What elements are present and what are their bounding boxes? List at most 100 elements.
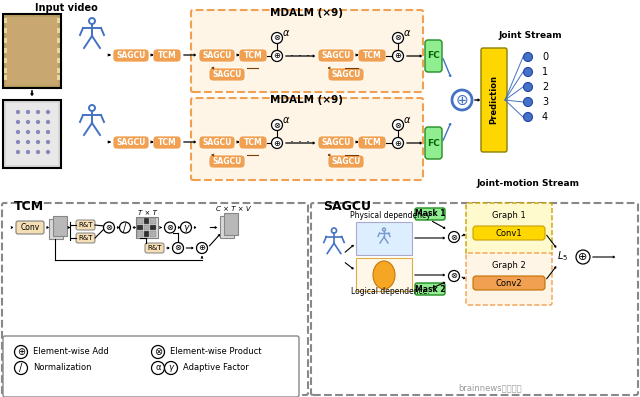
Text: ⊕: ⊕: [273, 139, 280, 148]
Circle shape: [47, 121, 49, 123]
Circle shape: [17, 121, 19, 123]
FancyBboxPatch shape: [209, 68, 245, 81]
Bar: [4, 28, 7, 33]
FancyBboxPatch shape: [199, 49, 235, 62]
Text: ⊗: ⊗: [451, 272, 458, 281]
Bar: [224, 213, 238, 235]
Circle shape: [452, 90, 472, 110]
FancyBboxPatch shape: [209, 155, 245, 168]
FancyBboxPatch shape: [425, 127, 442, 159]
Circle shape: [173, 243, 184, 254]
Text: TCM: TCM: [157, 51, 177, 60]
Circle shape: [26, 121, 29, 123]
Circle shape: [36, 141, 40, 143]
Text: Physical dependency: Physical dependency: [349, 212, 430, 220]
Text: SAGCU: SAGCU: [332, 157, 361, 166]
Circle shape: [392, 137, 403, 148]
FancyBboxPatch shape: [153, 136, 181, 149]
Text: α: α: [283, 115, 289, 125]
Text: ⊕: ⊕: [394, 139, 401, 148]
Text: ⊕: ⊕: [394, 52, 401, 60]
Text: ⊗: ⊗: [451, 233, 458, 241]
FancyBboxPatch shape: [425, 40, 442, 72]
Circle shape: [120, 222, 131, 233]
Circle shape: [47, 131, 49, 133]
Circle shape: [392, 50, 403, 62]
FancyBboxPatch shape: [76, 233, 95, 243]
Bar: [4, 58, 7, 63]
Bar: [4, 38, 7, 43]
Text: Prediction: Prediction: [490, 75, 499, 125]
FancyBboxPatch shape: [328, 155, 364, 168]
Text: TCM: TCM: [14, 200, 44, 214]
Text: ⊗: ⊗: [273, 121, 280, 129]
Circle shape: [524, 67, 532, 77]
Bar: [3, 14, 61, 88]
Text: Mask 2: Mask 2: [415, 285, 445, 293]
Bar: [4, 18, 7, 23]
Text: Normalization: Normalization: [33, 364, 92, 372]
Text: ⊕: ⊕: [579, 252, 588, 262]
FancyBboxPatch shape: [3, 336, 299, 397]
Bar: [57, 68, 60, 73]
Bar: [220, 216, 234, 238]
Circle shape: [15, 362, 28, 374]
FancyBboxPatch shape: [415, 208, 445, 220]
Text: R&T: R&T: [78, 235, 93, 241]
Text: /: /: [124, 222, 127, 233]
Text: ⊗: ⊗: [154, 347, 162, 357]
Bar: [150, 224, 156, 230]
Text: SAGCU: SAGCU: [212, 157, 242, 166]
Bar: [4, 68, 7, 73]
Text: FC: FC: [427, 139, 440, 148]
FancyBboxPatch shape: [113, 136, 149, 149]
Circle shape: [36, 121, 40, 123]
Bar: [3, 100, 61, 168]
Circle shape: [104, 222, 115, 233]
FancyBboxPatch shape: [318, 49, 354, 62]
Text: C × T × V: C × T × V: [216, 206, 250, 212]
Circle shape: [152, 362, 164, 374]
Text: SAGCU: SAGCU: [332, 70, 361, 79]
Text: Graph 1: Graph 1: [492, 212, 526, 220]
Text: TCM: TCM: [363, 51, 381, 60]
Circle shape: [26, 110, 29, 114]
Text: Logical dependence.: Logical dependence.: [351, 287, 429, 297]
Circle shape: [15, 345, 28, 358]
Bar: [143, 218, 149, 224]
Circle shape: [449, 270, 460, 281]
Circle shape: [196, 243, 207, 254]
Text: /: /: [19, 363, 22, 373]
Text: γ: γ: [183, 223, 189, 232]
Circle shape: [17, 141, 19, 143]
Circle shape: [524, 112, 532, 121]
FancyBboxPatch shape: [113, 49, 149, 62]
FancyBboxPatch shape: [16, 221, 44, 234]
FancyBboxPatch shape: [473, 226, 545, 240]
Text: Element-wise Product: Element-wise Product: [170, 347, 262, 357]
Text: 0: 0: [542, 52, 548, 62]
Bar: [57, 75, 60, 80]
Circle shape: [271, 137, 282, 148]
Text: $L_5$: $L_5$: [557, 249, 568, 263]
FancyBboxPatch shape: [318, 136, 354, 149]
FancyBboxPatch shape: [358, 49, 386, 62]
Bar: [57, 18, 60, 23]
Circle shape: [524, 52, 532, 62]
Bar: [136, 217, 158, 238]
Circle shape: [449, 231, 460, 243]
Circle shape: [271, 33, 282, 44]
Text: 1: 1: [542, 67, 548, 77]
Circle shape: [180, 222, 191, 233]
Circle shape: [36, 110, 40, 114]
Bar: [150, 231, 156, 237]
Circle shape: [392, 33, 403, 44]
Bar: [137, 224, 143, 230]
Circle shape: [36, 131, 40, 133]
Bar: [356, 258, 412, 291]
Text: ⊕: ⊕: [273, 52, 280, 60]
FancyBboxPatch shape: [311, 203, 638, 395]
Circle shape: [164, 362, 177, 374]
Text: Mask 1: Mask 1: [415, 210, 445, 218]
Circle shape: [392, 119, 403, 131]
